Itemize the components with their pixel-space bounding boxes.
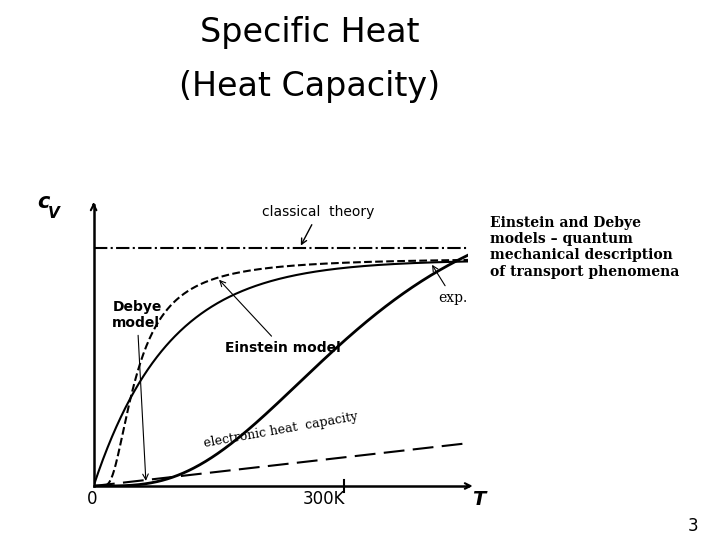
Text: classical  theory: classical theory	[262, 206, 374, 244]
Text: Debye
model: Debye model	[112, 300, 162, 480]
Text: 0: 0	[87, 490, 97, 509]
Text: exp.: exp.	[433, 266, 467, 305]
Text: electronic heat  capacity: electronic heat capacity	[202, 410, 359, 450]
Text: c: c	[37, 192, 50, 213]
Text: T: T	[472, 490, 485, 509]
Text: Einstein model: Einstein model	[220, 281, 341, 355]
Text: 300K: 300K	[302, 490, 346, 509]
Text: Einstein and Debye
models – quantum
mechanical description
of transport phenomen: Einstein and Debye models – quantum mech…	[490, 216, 679, 279]
Text: Specific Heat: Specific Heat	[200, 16, 419, 49]
Text: (Heat Capacity): (Heat Capacity)	[179, 70, 440, 103]
Text: 3: 3	[688, 517, 698, 535]
Text: V: V	[48, 206, 60, 221]
